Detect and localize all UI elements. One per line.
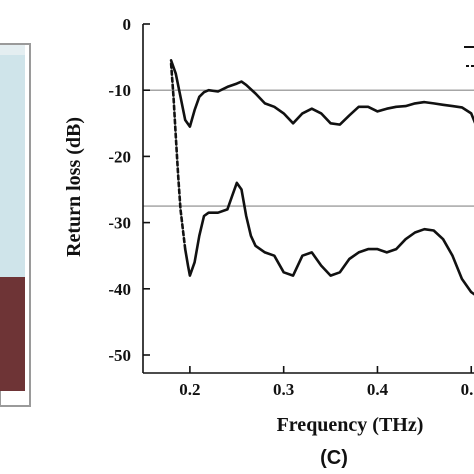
x-tick-label-2: 0.4 [367,380,389,399]
left-panel [0,43,31,407]
y-axis-label: Return loss (dB) [63,117,85,257]
y-tick-label-4: -40 [108,280,131,299]
y-tick-label-3: -30 [108,214,131,233]
x-tick-label-0: 0.2 [179,380,200,399]
chart-plot: 0 -10 -20 -30 -40 -50 0.2 0.3 0.4 0.5 [108,15,474,399]
y-tick-label-5: -50 [108,346,131,365]
y-tick-label-1: -10 [108,81,131,100]
series-line-2 [183,181,474,296]
x-tick-label-3: 0.5 [461,380,474,399]
series-line-0 [169,59,474,128]
y-tick-label-0: 0 [123,15,132,34]
x-axis-label: Frequency (THz) [277,414,424,436]
left-panel-bottom-block [0,277,25,391]
series-line-1 [169,62,187,251]
panel-label: (C) [320,447,348,469]
left-panel-top-band [0,45,25,55]
y-tick-label-2: -20 [108,147,131,166]
x-tick-label-1: 0.3 [273,380,294,399]
left-panel-top-block [0,55,25,277]
